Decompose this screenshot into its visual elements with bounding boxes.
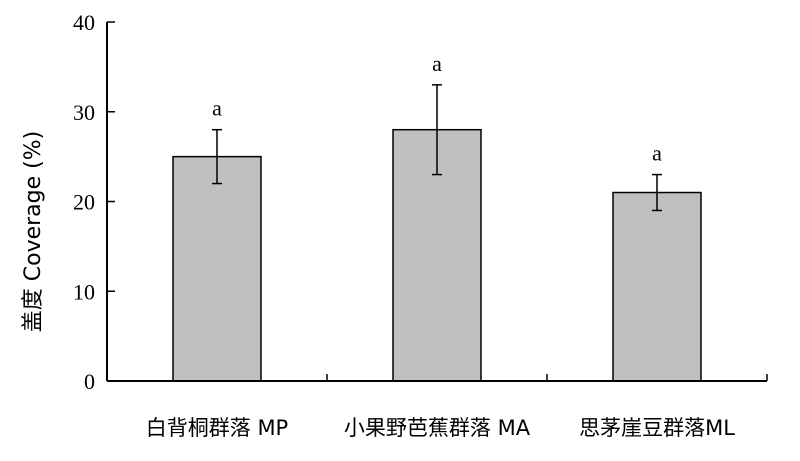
category-labels: 白背桐群落 MP 小果野芭蕉群落 MA 思茅崖豆群落ML (146, 416, 735, 440)
significance-label-2: a (432, 51, 442, 76)
category-label-1: 白背桐群落 MP (146, 416, 288, 440)
x-axis-ticks (326, 374, 768, 381)
y-tick-label-20: 20 (73, 190, 95, 215)
bar-3 (612, 191, 702, 382)
y-tick-label-10: 10 (73, 279, 95, 304)
y-tick-label-40: 40 (73, 10, 95, 35)
significance-label-1: a (212, 96, 222, 121)
significance-label-3: a (652, 141, 662, 166)
bar-1 (172, 155, 262, 382)
y-axis-ticks: 0 10 20 30 40 (73, 10, 115, 394)
y-tick-label-30: 30 (73, 100, 95, 125)
category-label-2: 小果野芭蕉群落 MA (344, 416, 531, 440)
significance-labels: a a a (212, 51, 662, 166)
y-axis-title: 盖度 Coverage (%) (21, 131, 46, 332)
y-tick-label-0: 0 (84, 369, 95, 394)
error-bars (212, 84, 662, 212)
category-label-3: 思茅崖豆群落ML (579, 416, 735, 440)
